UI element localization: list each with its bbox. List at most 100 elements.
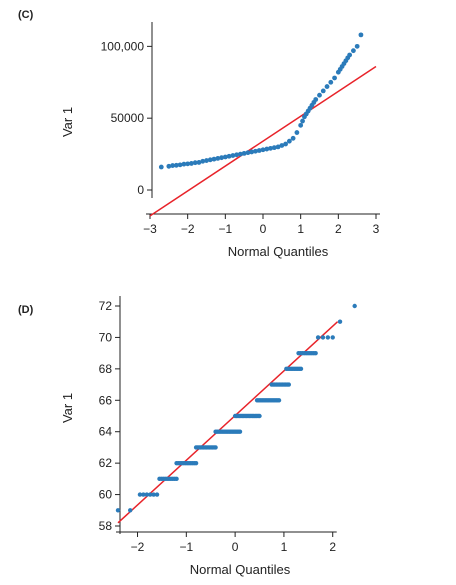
- data-point: [166, 163, 172, 169]
- data-point: [137, 492, 143, 497]
- panel-c-y-tick-label: 0: [137, 183, 144, 197]
- panel-d-x-tick-label: 2: [329, 540, 336, 554]
- data-point: [286, 382, 291, 387]
- data-point: [332, 75, 337, 81]
- panel-d-y-tick-label: 64: [99, 425, 113, 439]
- data-point: [144, 492, 149, 497]
- panel-d-label: (D): [18, 304, 34, 316]
- data-point: [324, 84, 330, 89]
- data-point: [154, 492, 160, 497]
- panel-d-y-axis: 58 60 62 64 66 68 70 72: [99, 296, 121, 534]
- panel-c-y-tick-label: 100,000: [101, 39, 145, 53]
- panel-c-x-tick-label: −1: [218, 222, 232, 236]
- panel-c-x-axis-label: Normal Quantiles: [228, 244, 329, 259]
- data-point: [241, 150, 247, 156]
- panel-d-y-axis-label: Var 1: [60, 393, 75, 423]
- data-point: [325, 335, 331, 340]
- panel-c-x-tick-label: 2: [335, 222, 342, 236]
- data-point: [358, 32, 364, 38]
- data-point: [249, 149, 255, 155]
- panel-c-label: (C): [18, 9, 34, 21]
- data-point: [315, 335, 321, 340]
- data-point: [189, 161, 194, 166]
- data-point: [320, 335, 326, 340]
- data-point: [347, 52, 353, 58]
- data-point: [207, 157, 213, 163]
- data-point: [276, 398, 282, 403]
- data-point: [320, 88, 326, 94]
- data-point: [170, 163, 176, 168]
- data-point: [275, 144, 281, 150]
- data-point: [351, 48, 356, 54]
- data-point: [300, 118, 305, 124]
- data-point: [290, 135, 296, 141]
- panel-c-x-tick-label: 0: [260, 222, 267, 236]
- panel-d-y-tick-label: 70: [99, 330, 113, 344]
- data-point: [317, 92, 322, 98]
- data-point: [298, 122, 304, 128]
- panel-d-y-tick-label: 68: [99, 362, 113, 376]
- data-point: [253, 148, 258, 154]
- panel-c-y-axis: 0 50000 100,000: [101, 22, 153, 198]
- data-point: [286, 138, 292, 144]
- panel-c-fit-line: [149, 65, 377, 217]
- data-point: [222, 154, 228, 160]
- panel-d-x-tick-label: 1: [281, 540, 288, 554]
- data-point: [264, 146, 270, 152]
- data-point: [196, 160, 202, 165]
- data-point: [211, 156, 217, 162]
- panel-c-y-axis-label: Var 1: [60, 107, 75, 137]
- data-point: [230, 153, 236, 158]
- data-point: [298, 366, 304, 372]
- data-point: [268, 145, 273, 151]
- panel-d-y-tick-label: 58: [99, 519, 113, 533]
- data-point: [271, 145, 277, 151]
- data-point: [192, 160, 198, 166]
- data-point: [174, 476, 179, 482]
- data-point: [204, 158, 209, 163]
- data-point: [185, 161, 191, 167]
- panel-c-points: [158, 32, 364, 170]
- panel-d-y-tick-label: 62: [99, 456, 113, 470]
- data-point: [193, 460, 199, 466]
- data-point: [177, 162, 183, 168]
- panel-d-y-tick-label: 66: [99, 393, 113, 407]
- panel-c-x-tick-label: −3: [143, 222, 157, 236]
- data-point: [337, 319, 343, 324]
- data-point: [213, 445, 218, 450]
- data-point: [354, 43, 360, 49]
- panel-d-x-tick-label: −2: [131, 540, 145, 554]
- panel-d-x-axis-label: Normal Quantiles: [190, 562, 291, 577]
- qq-plot-panel-d: (D) Var 1 Normal Quantiles 58 60 62 64 66 68 7…: [18, 296, 357, 577]
- panel-c-x-axis: −3 −2 −1 0 1 2 3: [143, 213, 380, 236]
- panel-d-y-tick-label: 60: [99, 488, 113, 502]
- panel-c-x-tick-label: −2: [181, 222, 195, 236]
- panel-d-x-tick-label: 0: [232, 540, 239, 554]
- data-point: [283, 141, 288, 147]
- data-point: [173, 162, 179, 168]
- data-point: [328, 79, 334, 85]
- data-point: [330, 335, 335, 340]
- data-point: [313, 97, 319, 102]
- data-point: [219, 155, 224, 161]
- data-point: [215, 156, 221, 161]
- data-point: [352, 303, 357, 309]
- panel-c-y-tick-label: 50000: [111, 111, 145, 125]
- qq-plot-panel-c: (C) Var 1 Normal Quantiles 0 50000 100,000…: [18, 9, 380, 259]
- panel-d-points: [115, 303, 357, 513]
- panel-c-fit-line-group: [149, 65, 377, 217]
- data-point: [234, 152, 240, 158]
- data-point: [151, 492, 156, 497]
- data-point: [158, 164, 164, 170]
- data-point: [141, 492, 146, 497]
- data-point: [313, 350, 318, 356]
- data-point: [279, 143, 285, 148]
- data-point: [256, 148, 262, 153]
- data-point: [128, 508, 133, 513]
- data-point: [237, 429, 243, 434]
- data-point: [294, 130, 300, 135]
- data-point: [238, 151, 243, 157]
- panel-c-x-tick-label: 1: [297, 222, 304, 236]
- panel-d-y-tick-label: 72: [99, 299, 113, 313]
